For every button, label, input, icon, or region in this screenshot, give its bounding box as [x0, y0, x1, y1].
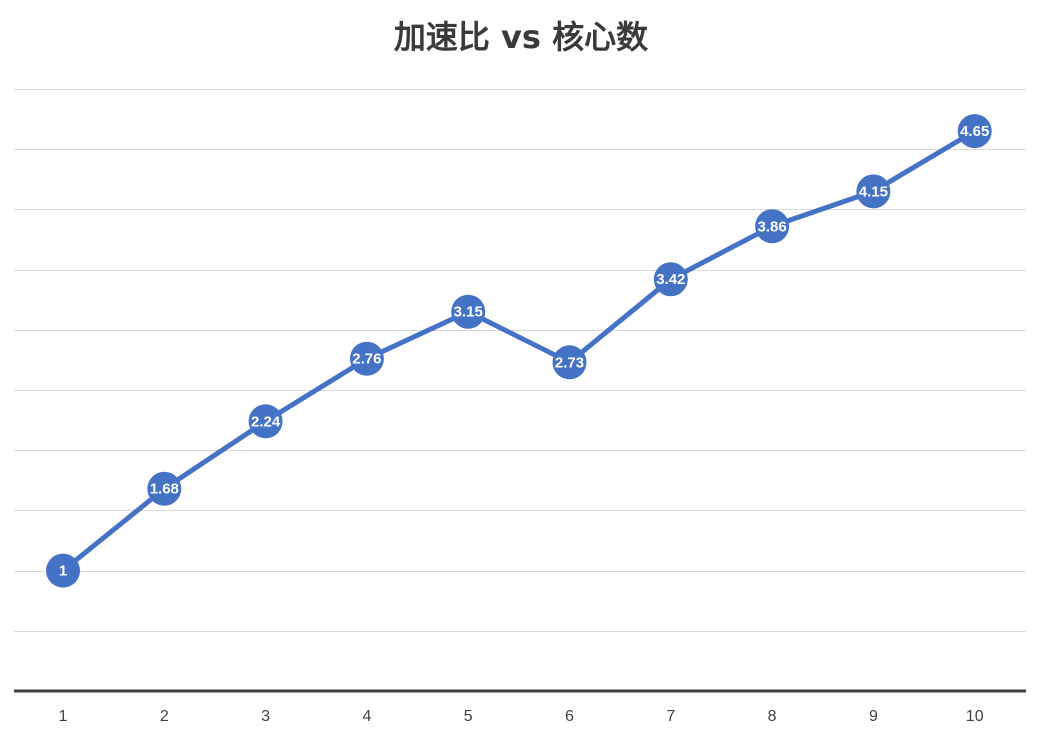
x-tick-label: 3: [261, 708, 270, 725]
data-point: [349, 341, 384, 376]
x-tick-label: 6: [565, 708, 574, 725]
data-label: 2.73: [555, 354, 584, 371]
data-label: 2.24: [251, 413, 281, 430]
data-label: 3.86: [757, 218, 786, 235]
data-label: 2.76: [352, 351, 381, 368]
series-line: [60, 128, 978, 574]
x-tick-label: 2: [160, 708, 169, 725]
data-point: [552, 345, 587, 380]
x-tick-label: 5: [464, 708, 473, 725]
data-label: 1: [59, 563, 67, 580]
x-tick-label: 4: [362, 708, 371, 725]
x-tick-label: 7: [666, 708, 675, 725]
data-label: 3.15: [454, 304, 483, 321]
data-point: [451, 294, 486, 329]
x-tick-label: 10: [966, 708, 984, 725]
data-point: [856, 174, 891, 209]
data-label: 4.65: [960, 123, 989, 140]
data-point: [248, 404, 283, 439]
x-tick-label: 9: [869, 708, 878, 725]
data-point: [957, 114, 992, 149]
chart-title: 加速比 vs 核心数: [393, 18, 649, 56]
data-point: [755, 209, 790, 244]
x-tick-label: 1: [59, 708, 68, 725]
data-label: 4.15: [859, 183, 888, 200]
data-label: 3.42: [656, 271, 685, 288]
data-label: 1.68: [150, 481, 179, 498]
data-point: [46, 553, 80, 588]
x-tick-label: 8: [768, 708, 777, 725]
data-point: [147, 471, 182, 506]
data-point: [653, 262, 688, 297]
